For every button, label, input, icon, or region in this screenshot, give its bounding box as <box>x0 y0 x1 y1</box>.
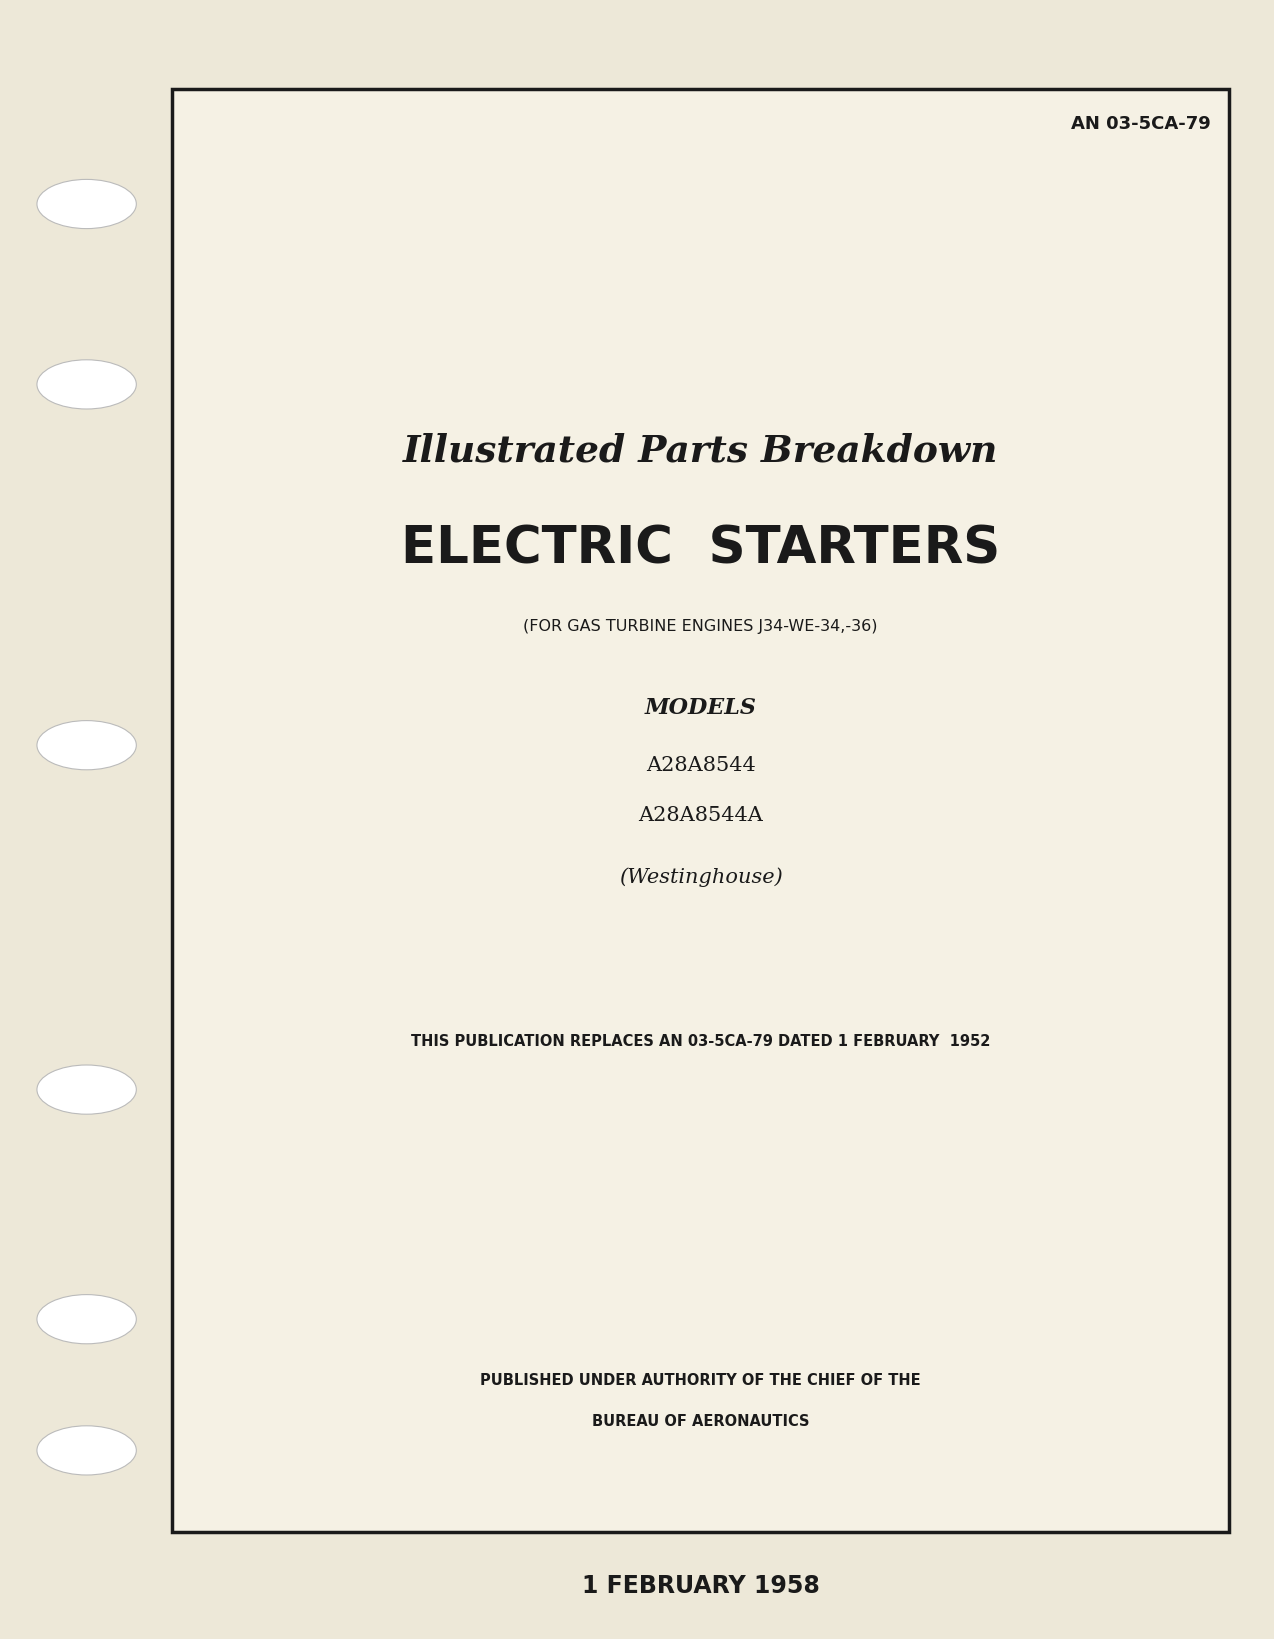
Text: MODELS: MODELS <box>645 697 757 720</box>
Text: AN 03-5CA-79: AN 03-5CA-79 <box>1070 115 1210 133</box>
Text: Illustrated Parts Breakdown: Illustrated Parts Breakdown <box>403 433 999 469</box>
Ellipse shape <box>37 1065 136 1115</box>
Text: ELECTRIC  STARTERS: ELECTRIC STARTERS <box>401 524 1000 574</box>
Text: A28A8544A: A28A8544A <box>638 805 763 824</box>
Text: 1 FEBRUARY 1958: 1 FEBRUARY 1958 <box>582 1573 819 1596</box>
Ellipse shape <box>37 1295 136 1344</box>
Text: PUBLISHED UNDER AUTHORITY OF THE CHIEF OF THE: PUBLISHED UNDER AUTHORITY OF THE CHIEF O… <box>480 1372 921 1388</box>
Text: A28A8544: A28A8544 <box>646 756 755 775</box>
Ellipse shape <box>37 180 136 229</box>
Text: BUREAU OF AERONAUTICS: BUREAU OF AERONAUTICS <box>592 1413 809 1429</box>
Bar <box>172 90 1229 1532</box>
Text: THIS PUBLICATION REPLACES AN 03-5CA-79 DATED 1 FEBRUARY  1952: THIS PUBLICATION REPLACES AN 03-5CA-79 D… <box>412 1033 990 1049</box>
Text: (Westinghouse): (Westinghouse) <box>619 867 782 887</box>
Ellipse shape <box>37 361 136 410</box>
Ellipse shape <box>37 1426 136 1475</box>
Ellipse shape <box>37 721 136 770</box>
Text: (FOR GAS TURBINE ENGINES J34-WE-34,-36): (FOR GAS TURBINE ENGINES J34-WE-34,-36) <box>524 618 878 634</box>
